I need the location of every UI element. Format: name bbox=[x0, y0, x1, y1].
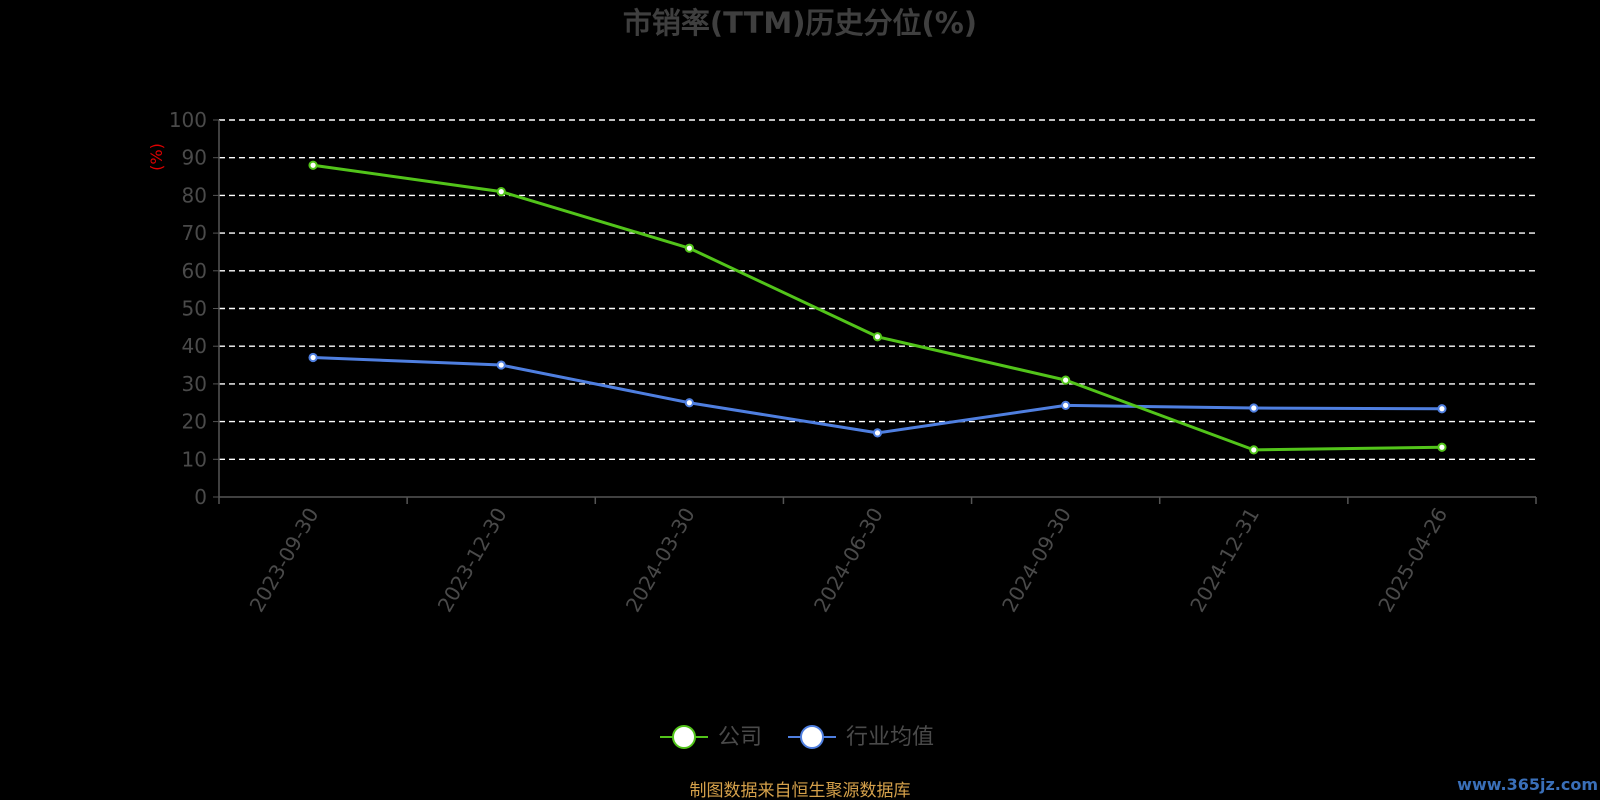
y-tick-label: 20 bbox=[182, 410, 207, 434]
data-point[interactable] bbox=[872, 428, 883, 438]
y-tick-label: 100 bbox=[169, 108, 207, 132]
data-point[interactable] bbox=[1061, 400, 1071, 410]
data-point[interactable] bbox=[684, 398, 694, 408]
y-tick-label: 90 bbox=[182, 146, 207, 170]
watermark: www.365jz.com bbox=[1457, 775, 1598, 794]
data-point[interactable] bbox=[308, 160, 318, 170]
data-point[interactable] bbox=[496, 360, 506, 370]
y-axis-unit-label: (%) bbox=[147, 143, 166, 171]
series bbox=[308, 160, 1447, 455]
y-tick-label: 80 bbox=[182, 183, 207, 207]
x-tick-label: 2023-12-30 bbox=[433, 504, 512, 617]
y-tick-label: 10 bbox=[182, 447, 207, 471]
data-point[interactable] bbox=[684, 243, 694, 253]
legend-marker-industry-average bbox=[800, 725, 824, 749]
legend-item-industry-average[interactable]: 行业均值 bbox=[788, 725, 934, 750]
series-industry-average bbox=[308, 352, 1447, 438]
source-note: 制图数据来自恒生聚源数据库 bbox=[690, 781, 911, 800]
y-tick-label: 30 bbox=[182, 372, 207, 396]
legend: 公司 行业均值 bbox=[660, 725, 934, 750]
legend-label-industry-average: 行业均值 bbox=[846, 725, 934, 750]
legend-label-company: 公司 bbox=[718, 725, 762, 750]
y-tick-label: 60 bbox=[182, 259, 207, 283]
data-point[interactable] bbox=[1249, 403, 1259, 413]
data-point[interactable] bbox=[1437, 442, 1447, 452]
y-tick-labels: 0 10 20 30 40 50 60 70 80 90 100 bbox=[169, 108, 207, 509]
data-point[interactable] bbox=[496, 187, 506, 197]
data-point[interactable] bbox=[872, 332, 883, 342]
axes bbox=[213, 119, 1537, 504]
chart-title: 市销率(TTM)历史分位(%) bbox=[623, 6, 977, 40]
series-company bbox=[308, 160, 1447, 455]
x-tick-label: 2024-09-30 bbox=[997, 504, 1076, 617]
data-point[interactable] bbox=[1249, 445, 1259, 455]
y-tick-label: 0 bbox=[194, 485, 207, 509]
data-point[interactable] bbox=[308, 352, 318, 363]
data-point[interactable] bbox=[1061, 375, 1071, 385]
y-tick-label: 50 bbox=[182, 297, 207, 321]
x-tick-label: 2025-04-26 bbox=[1373, 504, 1452, 617]
x-tick-label: 2024-12-31 bbox=[1185, 504, 1264, 617]
y-tick-label: 40 bbox=[182, 334, 207, 358]
y-tick-label: 70 bbox=[182, 221, 207, 245]
legend-item-company[interactable]: 公司 bbox=[660, 725, 762, 750]
legend-marker-company bbox=[672, 725, 696, 749]
x-tick-label: 2024-03-30 bbox=[621, 504, 700, 617]
x-tick-labels: 2023-09-30 2023-12-30 2024-03-30 2024-06-30… bbox=[244, 504, 1452, 617]
x-tick-label: 2023-09-30 bbox=[244, 504, 323, 617]
x-tick-label: 2024-06-30 bbox=[809, 504, 888, 617]
data-point[interactable] bbox=[1437, 404, 1447, 414]
